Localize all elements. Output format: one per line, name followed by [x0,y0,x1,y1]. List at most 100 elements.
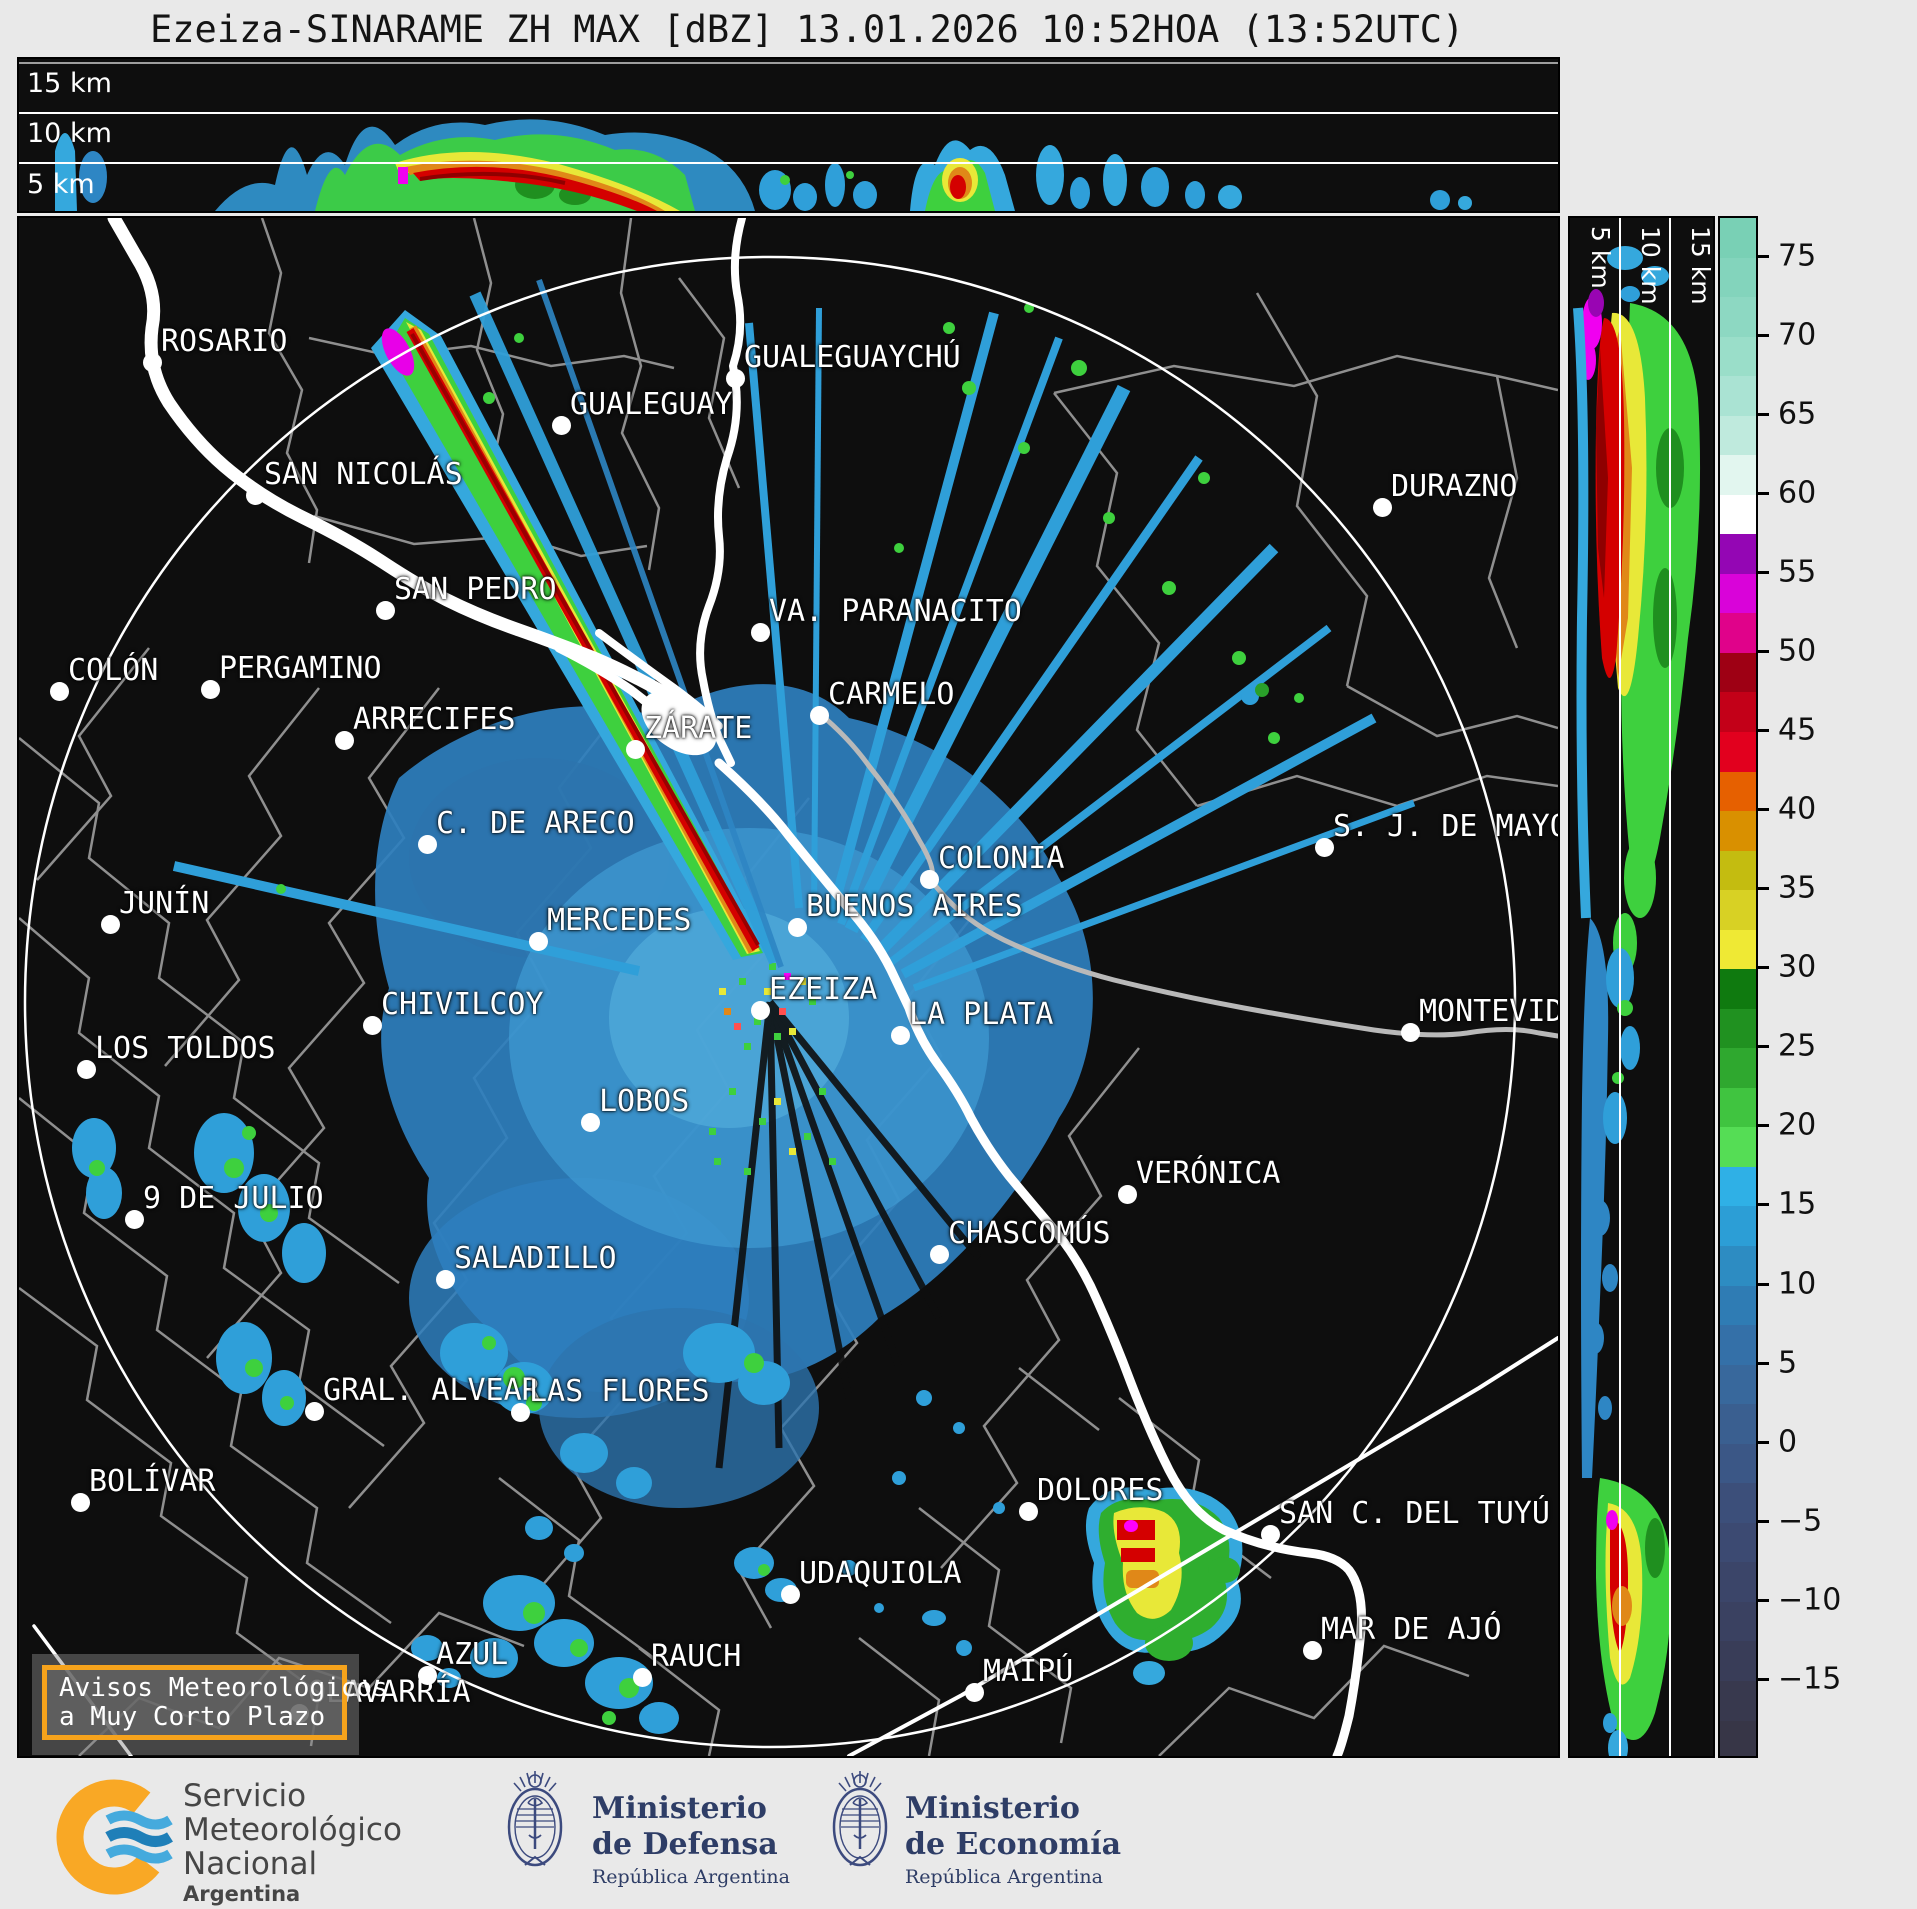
radar-map: ROSARIO GUALEGUAYCHÚ GUALEGUAY SAN NICOLÁS D… [17,216,1560,1758]
colorbar-segment [1720,1325,1756,1366]
colorbar-tick-label: 5 [1778,1345,1798,1381]
colorbar-tick [1756,808,1769,812]
colorbar-tick-label: 70 [1778,317,1817,353]
colorbar-segment [1720,257,1756,299]
colorbar-segment [1720,1127,1756,1168]
city-dot [77,1060,96,1079]
right-panel-5km-label: 5 km [1586,226,1615,289]
defensa-wordmark: Ministerio de Defensa República Argentin… [592,1791,790,1891]
colorbar-segment [1720,455,1756,496]
colorbar-segment [1720,1641,1756,1682]
warning-box[interactable]: Avisos Meteorológicos a Muy Corto Plazo [32,1654,388,1755]
city-label: MONTEVIDEO [1419,994,1558,1029]
city-dot [201,680,220,699]
city-dot [965,1683,984,1702]
warning-line-2: a Muy Corto Plazo [59,1702,326,1732]
city-label: S. J. DE MAYO [1333,809,1560,844]
top-panel-15km-label: 15 km [27,68,112,99]
right-cross-section-panel: 5 km 10 km 15 km [1568,216,1715,1758]
colorbar-segment [1720,1404,1756,1445]
city-dot [1261,1525,1280,1544]
page-title: Ezeiza-SINARAME ZH MAX [dBZ] 13.01.2026 … [150,8,1465,51]
colorbar-tick-label: 35 [1778,870,1817,906]
city-label: CARMELO [828,677,955,712]
city-dot [418,1666,437,1685]
city-label: LOBOS [599,1084,690,1119]
colorbar-tick [1756,966,1769,970]
colorbar-tick-label: 40 [1778,791,1817,827]
colorbar-tick [1756,570,1769,574]
top-panel-10km-label: 10 km [27,118,112,149]
colorbar-tick [1756,1519,1769,1523]
colorbar-tick [1756,728,1769,732]
colorbar-tick-label: 30 [1778,949,1817,985]
colorbar-tick [1756,333,1769,337]
city-dot [920,870,939,889]
colorbar-segment [1720,415,1756,457]
colorbar-tick [1756,254,1769,258]
city-label: MAR DE AJÓ [1321,1612,1502,1647]
defensa-coat-of-arms [507,1771,563,1867]
city-dot [581,1113,600,1132]
echo-dolores-storm [1085,1487,1243,1685]
colorbar-segment [1720,1008,1756,1050]
city-dot [418,835,437,854]
city-label: AZUL [436,1637,509,1672]
city-dot [788,918,807,937]
colorbar-segment [1720,850,1756,892]
economia-sub: República Argentina [905,1866,1103,1888]
colorbar-tick-label: 55 [1778,554,1817,590]
city-dot [751,1001,770,1020]
colorbar-tick [1756,1282,1769,1286]
colorbar-segment [1720,1285,1756,1327]
smn-logo [56,1779,173,1895]
colorbar-segment [1720,336,1756,378]
colorbar-segment [1720,811,1756,852]
colorbar-segment [1720,929,1756,971]
city-dot [376,601,395,620]
dbz-colorbar [1718,216,1758,1758]
colorbar-segment [1720,1522,1756,1564]
colorbar-tick-label: 65 [1778,396,1817,432]
city-label: LOS TOLDOS [95,1031,276,1066]
colorbar-segment [1720,376,1756,417]
range-circle [23,255,1517,1749]
colorbar-tick [1756,1203,1769,1207]
colorbar-tick-label: 75 [1778,238,1817,274]
city-label: UDAQUIOLA [799,1556,962,1591]
warning-box-frame: Avisos Meteorológicos a Muy Corto Plazo [42,1665,388,1740]
city-label: SAN PEDRO [394,572,557,607]
colorbar-segment [1720,1048,1756,1089]
city-label: EZEIZA [769,972,878,1007]
city-dot [1401,1023,1420,1042]
right-panel-10km-label: 10 km [1636,226,1665,305]
colorbar-segment [1720,771,1756,813]
city-dot [726,369,745,388]
colorbar-segment [1720,1206,1756,1247]
colorbar-tick-label: 15 [1778,1186,1817,1222]
colorbar-tick-label: 10 [1778,1266,1817,1301]
right-cross-section-plot [1573,218,1701,1756]
city-label: MERCEDES [547,903,692,938]
city-label: CHASCOMÚS [948,1216,1111,1251]
city-label: COLÓN [68,653,159,688]
colorbar-tick-label: −10 [1778,1582,1842,1618]
city-dot [626,740,645,759]
colorbar-tick [1756,1361,1769,1365]
colorbar-tick [1756,491,1769,495]
economia-line-2: de Economía [905,1827,1122,1862]
smn-wordmark: Servicio Meteorológico Nacional Argentin… [183,1779,402,1907]
colorbar-segment [1720,494,1756,536]
colorbar-tick-label: 45 [1778,712,1817,748]
economia-wordmark: Ministerio de Economía República Argenti… [905,1791,1121,1891]
colorbar-segment [1720,1166,1756,1208]
colorbar-segment [1720,1680,1756,1722]
city-label: JUNÍN [119,886,210,921]
city-dot [1019,1502,1038,1521]
smn-line-1: Servicio [183,1778,307,1814]
city-label: PERGAMINO [219,651,382,686]
colorbar-tick-label: 60 [1778,475,1817,511]
city-label: BOLÍVAR [89,1464,216,1499]
colorbar-segment [1720,1601,1756,1643]
